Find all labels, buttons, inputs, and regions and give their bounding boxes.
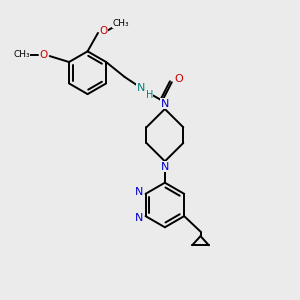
Text: CH₃: CH₃ xyxy=(113,19,130,28)
Text: N: N xyxy=(161,99,169,109)
Text: O: O xyxy=(40,50,48,60)
Text: N: N xyxy=(137,83,145,93)
Text: N: N xyxy=(135,188,143,197)
Text: H: H xyxy=(146,90,153,100)
Text: O: O xyxy=(99,26,107,35)
Text: CH₃: CH₃ xyxy=(13,50,30,59)
Text: N: N xyxy=(135,213,143,223)
Text: N: N xyxy=(161,162,169,172)
Text: O: O xyxy=(174,74,183,84)
